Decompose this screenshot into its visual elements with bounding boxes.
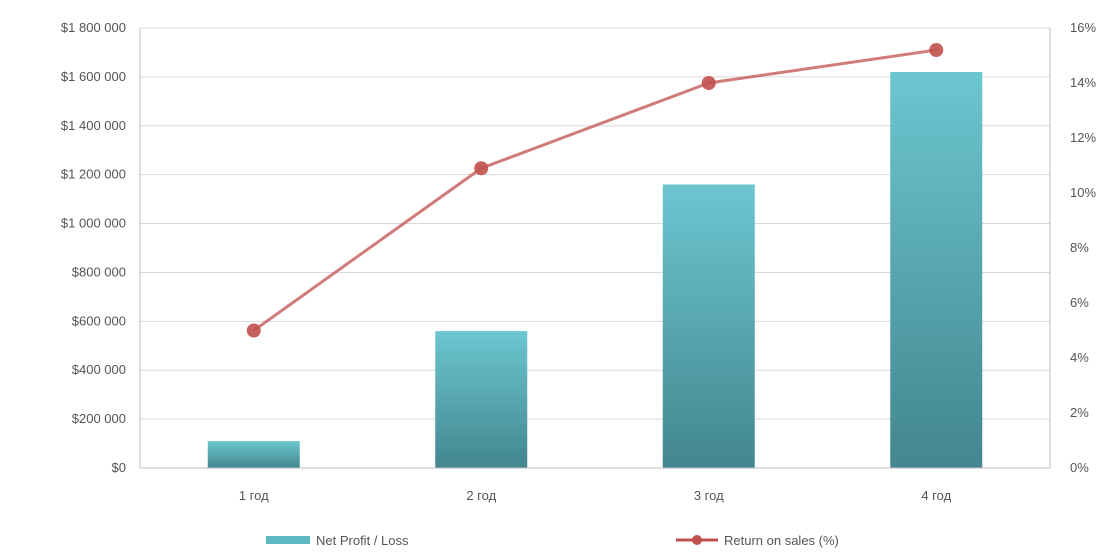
y-right-tick-label: 2%	[1070, 405, 1089, 420]
line-point	[474, 161, 489, 176]
gridlines	[140, 27, 1050, 469]
right-axis: 0% 2% 4% 6% 8% 10% 12% 14% 16%	[1049, 20, 1096, 475]
y-left-tick-label: $1 200 000	[61, 167, 126, 182]
y-right-tick-label: 8%	[1070, 240, 1089, 255]
series-line	[252, 48, 937, 332]
y-left-tick-label: $0	[112, 460, 126, 475]
line-point	[246, 323, 261, 338]
y-right-tick-label: 14%	[1070, 75, 1096, 90]
y-right-tick-label: 0%	[1070, 460, 1089, 475]
bar	[435, 331, 528, 468]
x-tick-label: 3 год	[694, 488, 724, 503]
y-left-tick-label: $1 400 000	[61, 118, 126, 133]
left-axis: $0 $200 000 $400 000 $600 000 $800 000 $1 000…	[61, 20, 141, 475]
legend-label: Net Profit / Loss	[316, 533, 409, 548]
y-left-tick-label: $1 000 000	[61, 216, 126, 231]
line-point	[929, 43, 944, 57]
x-tick-label: 2 год	[466, 488, 496, 503]
y-right-tick-label: 16%	[1070, 20, 1096, 35]
legend-swatch-bar	[266, 536, 310, 544]
x-tick-label: 4 год	[921, 488, 951, 503]
y-right-tick-label: 10%	[1070, 185, 1096, 200]
legend-marker	[692, 535, 702, 545]
bar-series	[207, 72, 983, 468]
y-left-tick-label: $600 000	[72, 313, 126, 328]
y-left-tick-label: $800 000	[72, 264, 126, 279]
bar	[662, 184, 755, 468]
bar	[207, 441, 300, 468]
y-left-tick-label: $400 000	[72, 362, 126, 377]
line-point	[701, 76, 716, 90]
y-left-tick-label: $1 800 000	[61, 20, 126, 35]
legend-label: Return on sales (%)	[724, 533, 839, 548]
bar	[890, 72, 983, 468]
y-left-tick-label: $1 600 000	[61, 69, 126, 84]
legend: Net Profit / Loss Return on sales (%)	[266, 533, 839, 548]
x-tick-label: 1 год	[239, 488, 269, 503]
y-right-tick-label: 12%	[1070, 130, 1096, 145]
y-right-tick-label: 6%	[1070, 295, 1089, 310]
line-series	[246, 43, 944, 338]
x-axis: 1 год 2 год 3 год 4 год	[140, 467, 1050, 503]
y-left-tick-label: $200 000	[72, 411, 126, 426]
y-right-tick-label: 4%	[1070, 350, 1089, 365]
